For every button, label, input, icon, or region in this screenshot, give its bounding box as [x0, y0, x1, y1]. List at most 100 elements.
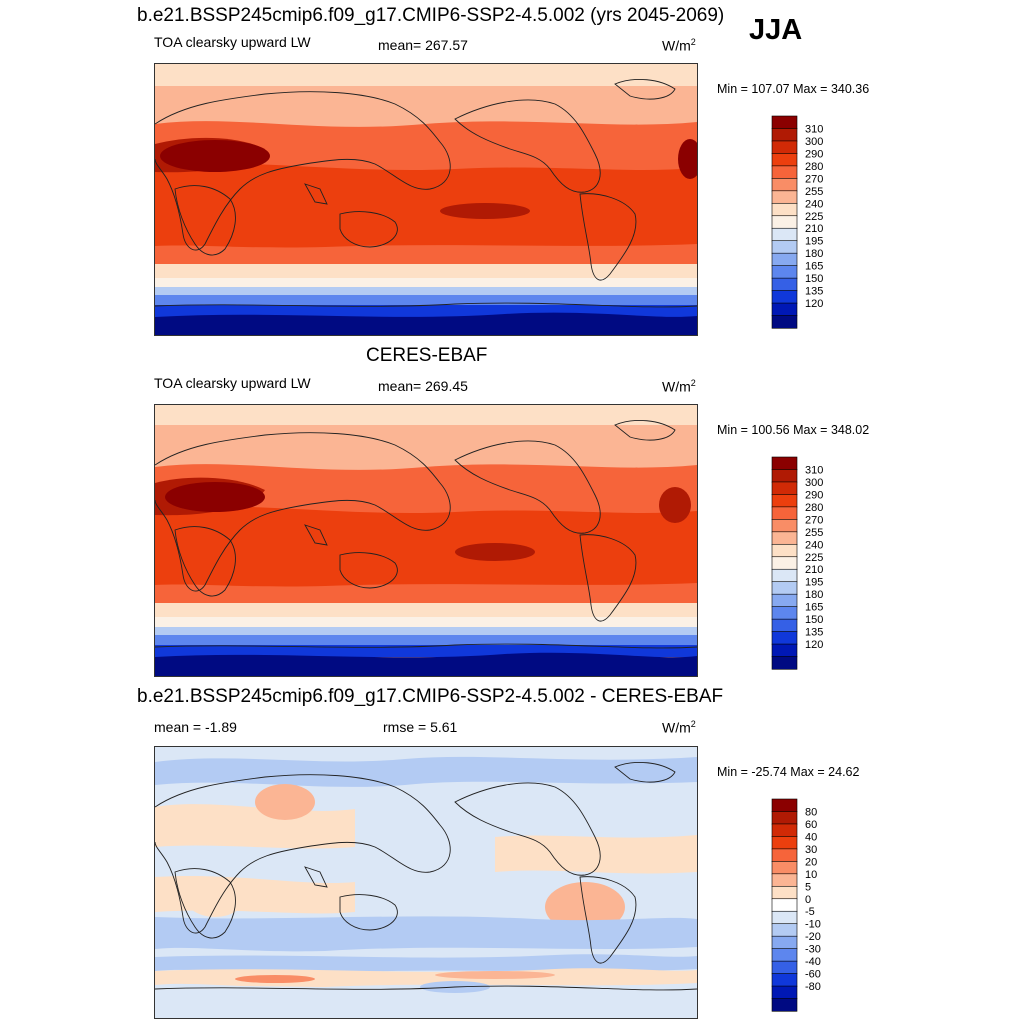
panel2-colorbar-tick-label: 165 — [805, 602, 823, 614]
panel2-colorbar-swatch — [771, 494, 798, 508]
panel2-colorbar-tick-label: 225 — [805, 552, 823, 564]
panel2-colorbar-tick-label: 270 — [805, 514, 823, 526]
panel1-colorbar-swatch — [771, 277, 798, 292]
panel3-colorbar-swatch — [771, 973, 798, 987]
panel2-colorbar-swatch — [771, 481, 798, 496]
panel3-colorbar-swatch — [771, 873, 798, 887]
panel1-colorbar-swatch — [771, 165, 798, 179]
panel1-colorbar-tick-label: 300 — [805, 136, 823, 148]
panel2-colorbar-tick-label: 290 — [805, 489, 823, 501]
panel3-colorbar-tick-label: -20 — [805, 931, 821, 943]
panel1-colorbar-swatch — [771, 252, 798, 267]
panel1-colorbar-swatch — [771, 215, 798, 229]
panel2-minmax: Min = 100.56 Max = 348.02 — [717, 423, 870, 437]
panel3-colorbar-swatch — [771, 823, 798, 838]
panel1-colorbar-swatch — [771, 128, 798, 142]
panel2-colorbar-swatch — [771, 631, 798, 645]
panel2-map — [154, 404, 698, 677]
panel2-colorbar-swatch — [771, 531, 798, 545]
panel1-colorbar-tick-label: 255 — [805, 186, 823, 198]
panel1-colorbar-swatch — [771, 315, 798, 329]
panel1-colorbar-tick-label: 165 — [805, 261, 823, 273]
panel2-colorbar-tick-label: 180 — [805, 589, 823, 601]
panel3-colorbar-tick-label: 40 — [805, 831, 817, 843]
panel3-colorbar-swatch — [771, 836, 798, 850]
panel1-contour-field — [155, 64, 697, 335]
panel1-colorbar-tick-label: 280 — [805, 161, 823, 173]
panel2-colorbar-tick-label: 150 — [805, 614, 823, 626]
panel1-colorbar-tick-label: 310 — [805, 123, 823, 135]
panel3-colorbar-tick-label: 30 — [805, 844, 817, 856]
panel3-colorbar-swatch — [771, 923, 798, 937]
panel3-colorbar-tick-label: 60 — [805, 819, 817, 831]
panel3-mean: mean = -1.89 — [154, 719, 237, 735]
panel3-colorbar-tick-label: -80 — [805, 981, 821, 993]
panel3-colorbar-tick-label: 80 — [805, 806, 817, 818]
panel2-colorbar: 310 300 290 280 270 255 240 225 210 195 180 165 150 1… — [771, 456, 832, 676]
panel2-colorbar-swatch — [771, 456, 798, 471]
panel3-colorbar-tick-label: -30 — [805, 944, 821, 956]
panel1-colorbar-swatch — [771, 240, 798, 254]
panel1-colorbar-tick-label: 195 — [805, 236, 823, 248]
panel3-colorbar-tick-label: 20 — [805, 856, 817, 868]
panel1-map — [154, 63, 698, 336]
panel1-mean: mean= 267.57 — [378, 37, 468, 53]
panel2-units: W/m2 — [662, 378, 696, 395]
panel3-map — [154, 746, 698, 1019]
panel2-colorbar-tick-label: 120 — [805, 639, 823, 651]
panel2-colorbar-tick-label: 280 — [805, 502, 823, 514]
panel1-colorbar-tick-label: 120 — [805, 298, 823, 310]
panel1-colorbar-tick-label: 210 — [805, 223, 823, 235]
panel3-colorbar-swatch — [771, 898, 798, 912]
panel3-minmax: Min = -25.74 Max = 24.62 — [717, 765, 860, 779]
panel2-colorbar-swatch — [771, 519, 798, 533]
panel2-colorbar-swatch — [771, 581, 798, 595]
panel3-colorbar-swatch — [771, 885, 798, 900]
panel3-colorbar-swatch — [771, 798, 798, 813]
panel3-title: b.e21.BSSP245cmip6.f09_g17.CMIP6-SSP2-4.… — [137, 686, 724, 707]
panel1-colorbar-tick-label: 270 — [805, 173, 823, 185]
panel2-colorbar-tick-label: 255 — [805, 527, 823, 539]
panel3-colorbar-swatch — [771, 811, 798, 825]
panel3-colorbar-swatch — [771, 948, 798, 962]
panel1-colorbar-swatch — [771, 227, 798, 242]
panel2-colorbar-tick-label: 135 — [805, 627, 823, 639]
panel2-colorbar-swatch — [771, 543, 798, 558]
panel1-colorbar-tick-label: 290 — [805, 148, 823, 160]
season-label: JJA — [749, 14, 803, 46]
panel2-colorbar-swatch — [771, 506, 798, 520]
panel2-colorbar-swatch — [771, 618, 798, 633]
panel3-colorbar-swatch — [771, 998, 798, 1012]
panel2-colorbar-swatch — [771, 593, 798, 608]
panel1-colorbar-swatch — [771, 153, 798, 167]
panel2-colorbar-swatch — [771, 606, 798, 620]
panel1-colorbar-swatch — [771, 115, 798, 130]
panel1-colorbar-swatch — [771, 265, 798, 279]
panel2-colorbar-tick-label: 195 — [805, 577, 823, 589]
panel1-colorbar-tick-label: 150 — [805, 273, 823, 285]
panel3-contour-field — [155, 747, 697, 1018]
panel1-colorbar-tick-label: 180 — [805, 248, 823, 260]
panel1-colorbar-swatch — [771, 178, 798, 192]
panel3-colorbar-tick-label: -60 — [805, 969, 821, 981]
panel1-colorbar: 310 300 290 280 270 255 240 225 210 195 180 165 150 1… — [771, 115, 832, 335]
panel1-variable: TOA clearsky upward LW — [154, 34, 311, 50]
panel3-colorbar-tick-label: -40 — [805, 956, 821, 968]
panel2-title: CERES-EBAF — [366, 345, 488, 366]
panel3-colorbar-tick-label: -10 — [805, 919, 821, 931]
panel1-colorbar-tick-label: 135 — [805, 286, 823, 298]
panel2-colorbar-svg: 3103002902802702552402252101951801651501… — [771, 456, 823, 670]
panel3-units: W/m2 — [662, 719, 696, 736]
panel3-colorbar-swatch — [771, 910, 798, 925]
panel3-colorbar-swatch — [771, 861, 798, 875]
panel2-colorbar-tick-label: 240 — [805, 539, 823, 551]
panel3-colorbar-tick-label: -5 — [805, 906, 815, 918]
panel3-colorbar-tick-label: 10 — [805, 869, 817, 881]
panel2-contour-field — [155, 405, 697, 676]
panel1-minmax: Min = 107.07 Max = 340.36 — [717, 82, 870, 96]
panel2-colorbar-swatch — [771, 469, 798, 483]
panel3-colorbar-swatch — [771, 985, 798, 1000]
figure-title: b.e21.BSSP245cmip6.f09_g17.CMIP6-SSP2-4.… — [137, 5, 725, 26]
panel1-colorbar-swatch — [771, 290, 798, 304]
